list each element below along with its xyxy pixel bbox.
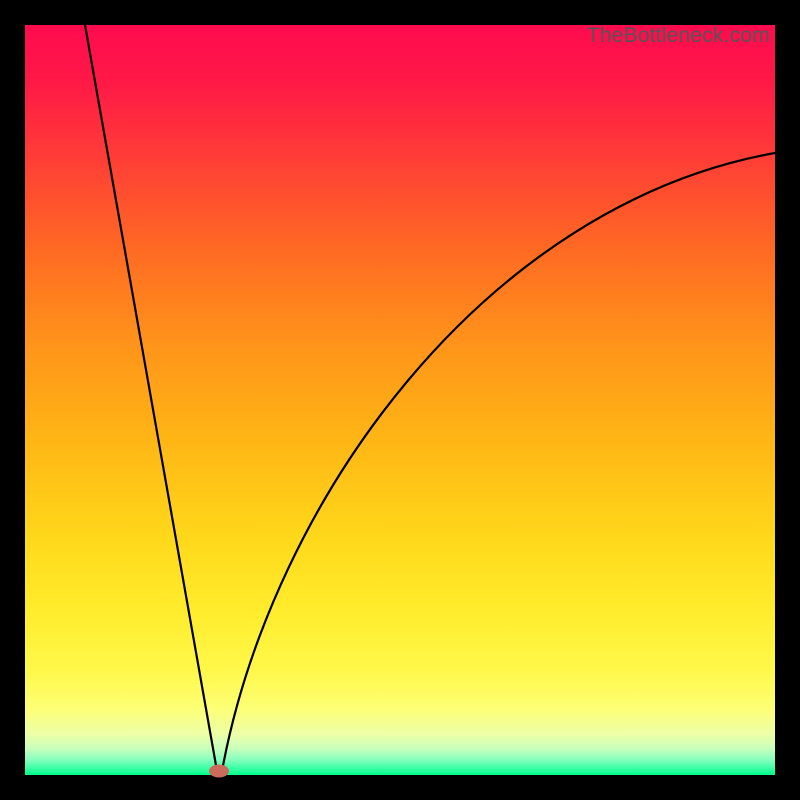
watermark-text: TheBottleneck.com [587, 24, 770, 48]
chart-container: TheBottleneck.com [0, 0, 800, 800]
plot-area: TheBottleneck.com [25, 25, 775, 775]
minimum-marker [207, 763, 231, 780]
bottleneck-curve [25, 25, 775, 775]
